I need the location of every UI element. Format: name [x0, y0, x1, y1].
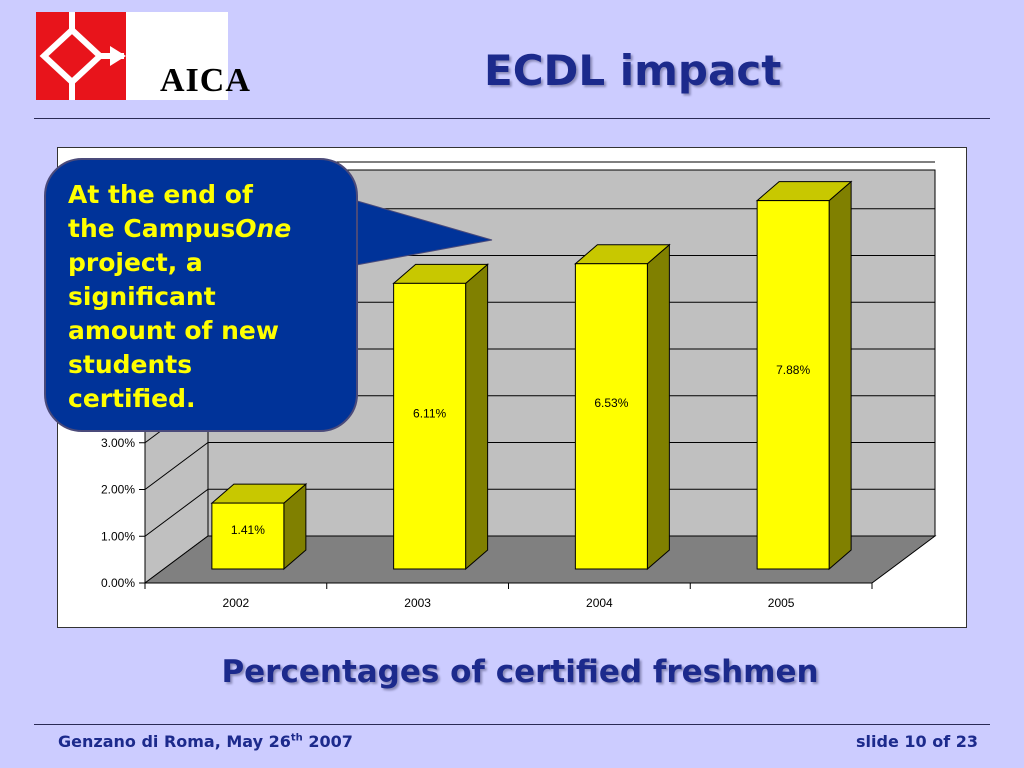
x-tick-label: 2003: [404, 596, 431, 610]
callout-line: project, a: [68, 248, 203, 277]
x-tick-label: 2004: [586, 596, 613, 610]
footer-date-text: Genzano di Roma, May 26: [58, 732, 291, 751]
bar-value-label: 6.53%: [594, 396, 628, 410]
bar: [756, 200, 830, 570]
bar-value-label: 1.41%: [231, 523, 265, 537]
footer-year-text: 2007: [302, 732, 353, 751]
callout-line: students: [68, 350, 193, 379]
aica-logo: AICA: [36, 12, 250, 100]
bar: [211, 502, 285, 570]
footer-date-sup: th: [290, 732, 303, 744]
chart-caption: Percentages of certified freshmen: [221, 654, 819, 690]
callout-text: the Campus: [68, 214, 236, 243]
chart-gridline: [144, 488, 935, 537]
callout-line: At the end of: [68, 180, 253, 209]
y-tick-label: 3.00%: [101, 436, 135, 450]
callout-line: amount of new: [68, 316, 279, 345]
callout-line: the CampusOne: [68, 212, 334, 246]
header-divider: [34, 118, 990, 119]
callout-box: At the end of the CampusOne project, a s…: [44, 158, 358, 432]
bar-value-label: 6.11%: [413, 407, 446, 421]
y-tick-label: 1.00%: [101, 529, 135, 543]
chart-gridline: [144, 442, 935, 490]
y-tick-label: 2.00%: [101, 483, 135, 497]
x-tick-label: 2002: [223, 596, 250, 610]
slide-title: ECDL impact: [484, 46, 782, 95]
callout-italic-text: One: [235, 214, 292, 243]
logo-mark: [36, 12, 126, 100]
bar-value-label: 7.88%: [776, 363, 810, 377]
slide-number: slide 10 of 23: [856, 732, 978, 751]
bar: [574, 263, 648, 570]
y-tick-label: 0.00%: [101, 576, 135, 590]
footer-location-date: Genzano di Roma, May 26th 2007: [58, 732, 353, 751]
logo-text: AICA: [160, 62, 251, 99]
footer-divider: [34, 724, 990, 725]
callout-line: significant: [68, 282, 216, 311]
callout-line: certified.: [68, 384, 196, 413]
x-tick-label: 2005: [768, 596, 795, 610]
bar: [393, 282, 467, 570]
logo-diamond-icon: [39, 12, 126, 100]
